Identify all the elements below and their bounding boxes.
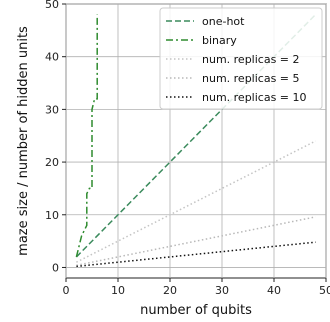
legend-label-num-replicas-10: num. replicas = 10 xyxy=(202,91,307,104)
x-tick-label: 0 xyxy=(63,284,70,297)
x-tick-label: 20 xyxy=(163,284,177,297)
x-tick-label: 10 xyxy=(111,284,125,297)
series-line-num-replicas-2 xyxy=(76,140,316,263)
y-tick-label: 0 xyxy=(52,261,59,274)
series-line-num-replicas-10 xyxy=(76,241,316,268)
legend-label-binary: binary xyxy=(202,34,237,47)
x-tick-label: 40 xyxy=(267,284,281,297)
x-axis-label: number of qubits xyxy=(140,303,252,318)
y-tick-label: 50 xyxy=(45,0,59,11)
legend-label-num-replicas-2: num. replicas = 2 xyxy=(202,53,300,66)
ticks: 0 10 20 30 40 50 0 10 20 30 40 50 xyxy=(45,0,330,297)
y-tick-label: 30 xyxy=(45,103,59,116)
legend-box xyxy=(159,7,323,110)
legend: one-hot binary num. replicas = 2 num. repli… xyxy=(159,7,323,110)
legend-label-one-hot: one-hot xyxy=(202,15,245,28)
y-tick-label: 40 xyxy=(45,51,59,64)
y-axis-label: maze size / number of hidden units xyxy=(16,26,31,256)
x-tick-label: 30 xyxy=(215,284,229,297)
y-tick-label: 20 xyxy=(45,156,59,169)
legend-label-num-replicas-5: num. replicas = 5 xyxy=(202,72,300,85)
series-line-num-replicas-5 xyxy=(76,216,316,267)
x-tick-label: 50 xyxy=(319,284,330,297)
y-tick-label: 10 xyxy=(45,209,59,222)
